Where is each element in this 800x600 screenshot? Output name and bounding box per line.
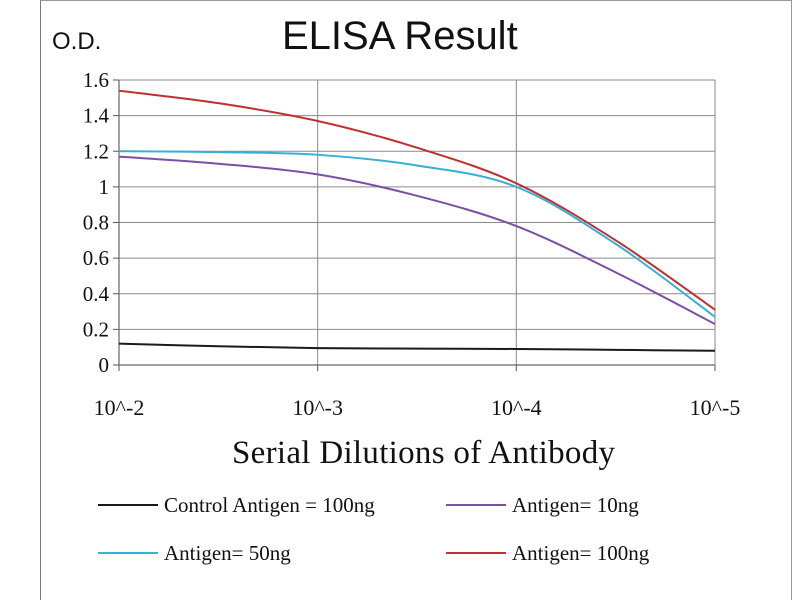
x-tick-label: 10^-3 <box>292 395 343 420</box>
x-tick-label: 10^-2 <box>94 395 145 420</box>
y-tick-label: 0.8 <box>83 211 109 235</box>
series-line-3 <box>118 89 716 311</box>
y-tick-label: 1 <box>99 175 110 199</box>
legend-label: Antigen= 50ng <box>164 540 291 565</box>
series-line-2 <box>118 150 716 318</box>
legend-swatch <box>446 552 506 554</box>
y-tick-label: 0.2 <box>83 317 109 341</box>
x-axis-label: Serial Dilutions of Antibody <box>232 435 616 471</box>
legend-swatch <box>98 504 158 506</box>
y-tick-label: 1.2 <box>83 139 109 163</box>
y-tick-label: 0.4 <box>83 282 110 306</box>
y-tick-label: 1.4 <box>83 104 110 128</box>
legend-item-100ng: Antigen= 100ng <box>446 541 649 565</box>
legend-label: Antigen= 100ng <box>512 540 650 565</box>
series-line-0 <box>118 342 716 352</box>
legend-label: Antigen= 10ng <box>512 492 639 517</box>
legend-swatch <box>446 504 506 506</box>
series-line-1 <box>118 155 716 325</box>
legend-item-10ng: Antigen= 10ng <box>446 493 639 517</box>
legend-item-control: Control Antigen = 100ng <box>98 493 375 517</box>
y-tick-label: 1.6 <box>83 68 109 92</box>
y-tick-label: 0.6 <box>83 246 109 270</box>
y-axis-label: O.D. <box>52 28 102 55</box>
chart-frame <box>40 0 792 600</box>
legend-swatch <box>98 552 158 554</box>
legend-label: Control Antigen = 100ng <box>164 492 375 517</box>
legend-item-50ng: Antigen= 50ng <box>98 541 291 565</box>
x-tick-label: 10^-4 <box>491 395 542 420</box>
chart-title: ELISA Result <box>282 14 518 58</box>
x-tick-label: 10^-5 <box>690 395 741 420</box>
y-tick-label: 0 <box>99 353 110 377</box>
